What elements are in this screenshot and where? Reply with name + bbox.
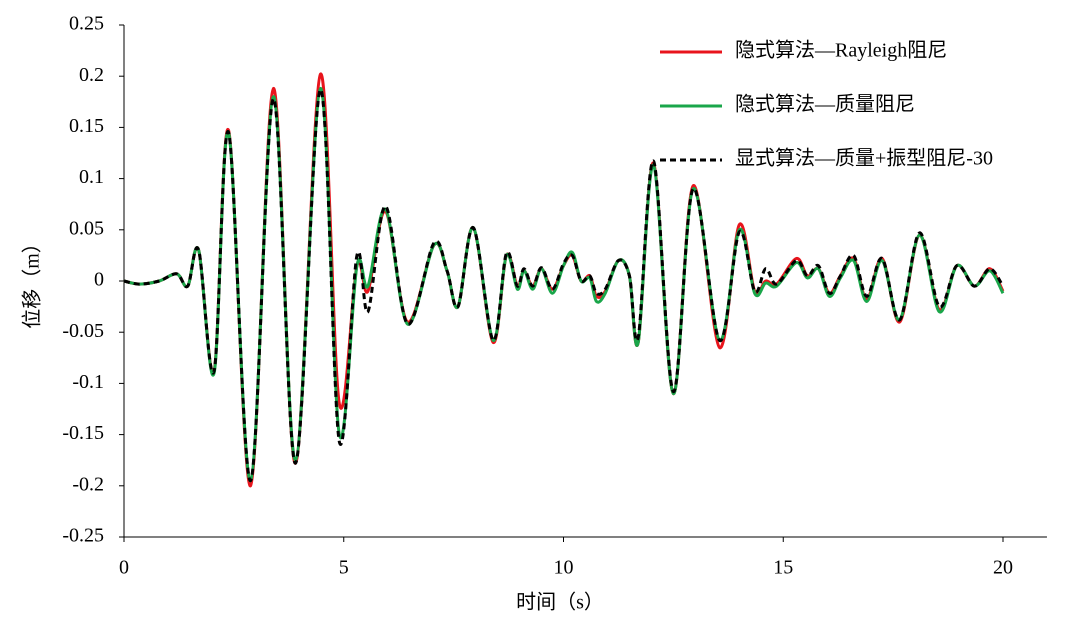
x-tick-label: 0 [119,557,129,579]
x-tick-label: 15 [773,557,793,579]
y-tick-label: -0.1 [72,371,104,393]
series-line [123,88,1005,483]
legend-label: 隐式算法—质量阻尼 [735,93,915,116]
y-tick-label: -0.25 [62,525,104,547]
y-tick-label: 0.1 [79,166,104,188]
y-tick-label: 0.2 [79,64,104,86]
y-tick-label: -0.15 [62,422,104,444]
y-tick-label: -0.05 [62,320,104,342]
y-tick-label: 0.15 [69,115,104,137]
y-axis-label: 位移（m） [21,233,44,329]
y-tick-label: 0 [94,269,104,291]
legend-label: 显式算法—质量+振型阻尼-30 [735,147,993,170]
x-tick-label: 5 [339,557,349,579]
x-tick-label: 20 [993,557,1013,579]
x-tick-label: 10 [554,557,574,579]
legend-label: 隐式算法—Rayleigh阻尼 [735,39,947,62]
x-axis-label: 时间（s） [516,591,604,614]
y-tick-label: 0.25 [69,13,104,35]
y-tick-label: 0.05 [69,217,104,239]
y-tick-label: -0.2 [72,473,104,495]
